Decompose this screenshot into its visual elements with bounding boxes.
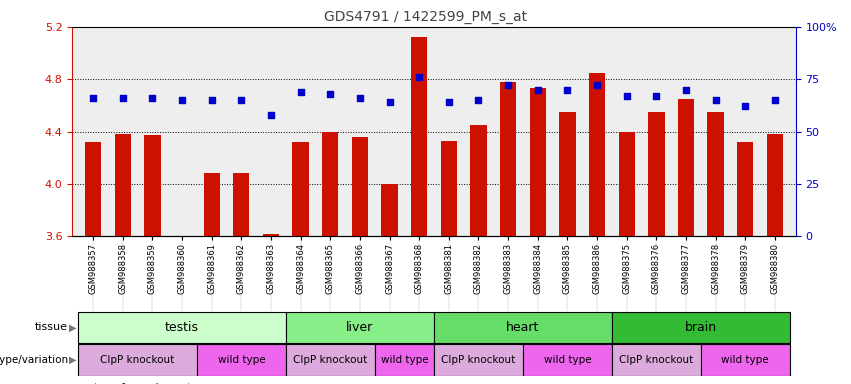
Point (471, 97, 485, 103)
Bar (293, 142, 309, 236)
Bar (85, 142, 101, 236)
Text: wild type: wild type (544, 355, 591, 365)
Bar (411, 37, 427, 236)
Bar (351, 137, 368, 236)
Text: ClpP knockout: ClpP knockout (100, 355, 174, 365)
Bar (78, 312, 286, 343)
Point (235, 97, 248, 103)
Point (413, 74, 426, 80)
Point (649, 93, 663, 99)
Point (768, 97, 782, 103)
Point (323, 91, 337, 97)
Bar (529, 88, 546, 236)
Text: wild type: wild type (218, 355, 266, 365)
Text: genotype/variation: genotype/variation (0, 355, 68, 365)
Point (442, 99, 455, 105)
Bar (263, 233, 279, 236)
Bar (737, 142, 753, 236)
Bar (612, 312, 790, 343)
Text: ClpP knockout: ClpP knockout (442, 355, 516, 365)
Text: ▶: ▶ (69, 355, 77, 365)
Bar (286, 312, 434, 343)
Point (709, 97, 722, 103)
Bar (233, 173, 249, 236)
Bar (648, 112, 665, 236)
Point (353, 95, 367, 101)
Point (591, 83, 604, 89)
Text: ▶: ▶ (69, 322, 77, 333)
Point (531, 87, 545, 93)
Text: ■: ■ (81, 383, 90, 384)
Point (383, 99, 397, 105)
Bar (589, 73, 605, 236)
Text: transformed count: transformed count (94, 383, 191, 384)
Bar (374, 344, 434, 376)
Point (679, 87, 693, 93)
Point (561, 87, 574, 93)
Point (501, 83, 515, 89)
Text: liver: liver (346, 321, 374, 334)
Bar (203, 173, 220, 236)
Bar (619, 131, 635, 236)
Bar (322, 131, 339, 236)
Bar (381, 184, 397, 236)
Bar (500, 82, 517, 236)
Bar (612, 344, 701, 376)
Point (620, 93, 633, 99)
Bar (441, 141, 457, 236)
Text: wild type: wild type (380, 355, 428, 365)
Point (116, 95, 129, 101)
Bar (523, 344, 612, 376)
Point (739, 103, 752, 109)
Bar (78, 344, 197, 376)
Bar (115, 134, 131, 236)
Text: ClpP knockout: ClpP knockout (620, 355, 694, 365)
Text: ClpP knockout: ClpP knockout (293, 355, 368, 365)
Point (294, 89, 307, 95)
Text: testis: testis (165, 321, 199, 334)
Text: tissue: tissue (35, 322, 68, 333)
Point (86, 95, 100, 101)
Point (205, 97, 219, 103)
Text: heart: heart (506, 321, 540, 334)
Point (146, 95, 159, 101)
Text: brain: brain (685, 321, 717, 334)
Bar (434, 344, 523, 376)
Text: GDS4791 / 1422599_PM_s_at: GDS4791 / 1422599_PM_s_at (324, 10, 527, 23)
Text: wild type: wild type (722, 355, 769, 365)
Bar (767, 134, 783, 236)
Bar (197, 344, 286, 376)
Point (175, 97, 189, 103)
Bar (707, 112, 724, 236)
Bar (434, 312, 612, 343)
Bar (559, 112, 575, 236)
Bar (286, 344, 374, 376)
Bar (144, 136, 161, 236)
Bar (701, 344, 790, 376)
Bar (471, 125, 487, 236)
Bar (678, 99, 694, 236)
Point (264, 112, 277, 118)
